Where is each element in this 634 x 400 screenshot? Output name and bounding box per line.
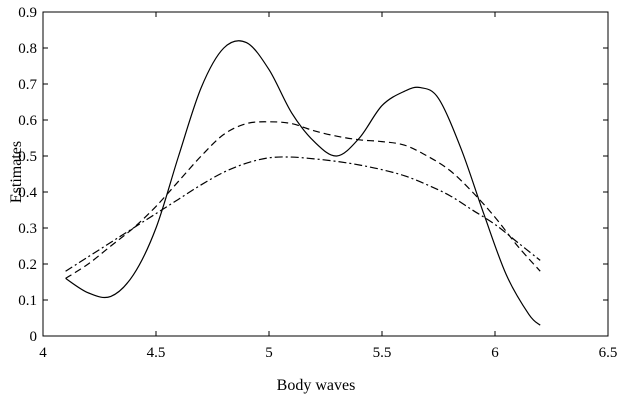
y-tick-label: 0.5	[18, 149, 37, 165]
y-tick-label: 0.8	[18, 41, 37, 57]
axis-ticks: 4 4.5 5 5.5 6 6.5 0 0.1 0.2 0.3 0.4 0.5 0.6 0.7 0.8 0.9	[18, 5, 617, 361]
y-tick-label: 0.6	[18, 113, 37, 129]
x-tick-label: 6.5	[599, 345, 618, 361]
y-axis-title: Estimates	[8, 141, 25, 203]
y-tick-label: 0.4	[18, 185, 37, 201]
series-dashed-line	[65, 121, 541, 279]
x-tick-label: 5.5	[373, 345, 392, 361]
x-tick-label: 4.5	[147, 345, 166, 361]
y-tick-label: 0.2	[18, 257, 37, 273]
plot-frame	[42, 11, 609, 337]
y-tick-label: 0	[30, 329, 38, 345]
x-tick-label: 5	[265, 345, 273, 361]
y-tick-label: 0.7	[18, 77, 37, 93]
series-dashdot-line	[65, 156, 541, 272]
y-tick-label: 0.1	[18, 293, 37, 309]
y-tick-label: 0.3	[18, 221, 37, 237]
y-tick-label: 0.9	[18, 5, 37, 21]
plot-series	[65, 40, 541, 326]
x-axis-title: Body waves	[277, 377, 356, 394]
series-solid-line	[65, 40, 541, 326]
x-tick-label: 6	[491, 345, 499, 361]
x-tick-label: 4	[39, 345, 47, 361]
